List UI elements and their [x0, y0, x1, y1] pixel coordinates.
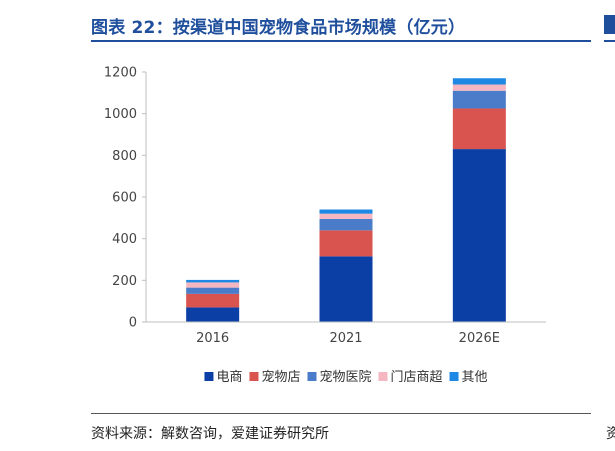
next-column-source-edge: 资: [606, 426, 615, 442]
x-tick-label: 2026E: [459, 331, 500, 346]
legend-item: 宠物医院: [307, 369, 372, 385]
legend-swatch: [249, 372, 259, 381]
bar-segment: [452, 90, 506, 109]
y-axis: 0 200 400 600 800 1000 1200: [104, 66, 147, 331]
legend-label: 宠物店: [261, 369, 300, 385]
y-tick-label: 0: [129, 316, 137, 331]
bar-segment: [186, 279, 240, 283]
bar-segment: [186, 287, 240, 294]
y-tick-label: 1200: [104, 66, 137, 81]
legend-label: 其他: [462, 370, 488, 385]
bar-segment: [452, 108, 506, 150]
legend-label: 电商: [216, 370, 242, 385]
y-tick-label: 800: [112, 149, 137, 164]
chart-title: 图表 22：按渠道中国宠物食品市场规模（亿元）: [91, 18, 466, 38]
y-tick-label: 400: [112, 232, 137, 247]
legend-item: 宠物店: [249, 369, 300, 385]
bar-segment: [452, 149, 506, 322]
legend-swatch: [449, 372, 459, 381]
x-tick-label: 2021: [329, 331, 362, 346]
legend-swatch: [307, 372, 317, 381]
legend-item: 电商: [204, 370, 242, 385]
bar-segment: [186, 282, 240, 288]
legend-item: 其他: [449, 370, 488, 385]
source-divider: [91, 413, 591, 414]
x-axis: 2016 2021 2026E: [146, 321, 546, 346]
legend-label: 门店商超: [391, 370, 443, 385]
bar-segment: [319, 218, 373, 231]
next-figure-edge-mark: [604, 15, 615, 34]
source-note: 资料来源：解数咨询，爱建证券研究所: [91, 426, 329, 442]
bar-segment: [452, 78, 506, 85]
legend-swatch: [204, 372, 214, 381]
bar-segment: [319, 256, 373, 322]
bars: [186, 78, 506, 322]
legend-item: 门店商超: [378, 370, 443, 385]
bar-segment: [186, 293, 240, 308]
title-underline: [91, 40, 591, 42]
y-tick-label: 600: [112, 191, 137, 206]
bar-segment: [186, 307, 240, 322]
y-tick-label: 1000: [104, 107, 137, 122]
legend-label: 宠物医院: [319, 369, 371, 385]
y-tick-label: 200: [112, 274, 137, 289]
bar-segment: [319, 213, 373, 219]
bar-segment: [319, 230, 373, 257]
legend: 电商 宠物店 宠物医院 门店商超 其他: [204, 369, 488, 385]
next-figure-edge-rule: [604, 40, 615, 42]
bar-segment: [452, 84, 506, 91]
bar-segment: [319, 209, 373, 214]
x-tick-label: 2016: [196, 331, 229, 346]
legend-swatch: [378, 372, 388, 381]
